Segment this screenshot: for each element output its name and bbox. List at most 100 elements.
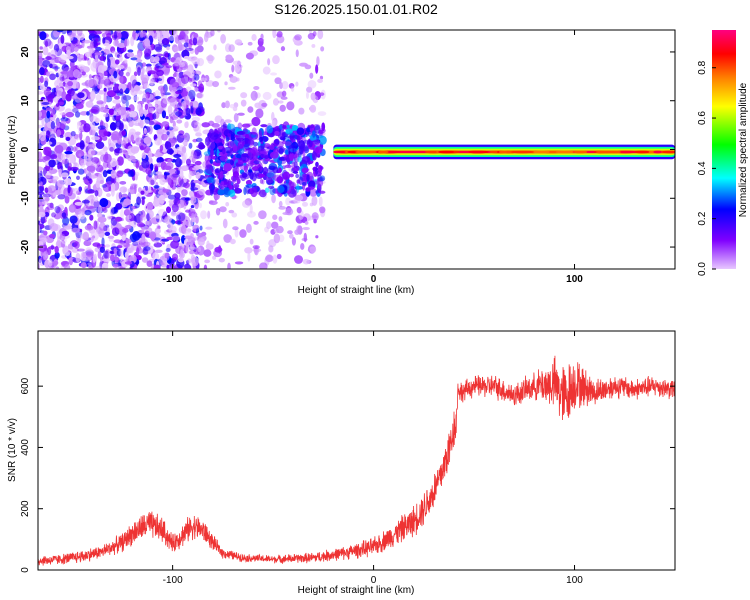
heatmap-cell (259, 178, 264, 184)
heatmap-cell (268, 144, 275, 150)
heatmap-cell (54, 205, 61, 214)
band-peak (634, 150, 650, 154)
heatmap-cell (103, 87, 107, 92)
heatmap-cell (277, 100, 284, 104)
heatmap-cell (156, 197, 164, 207)
heatmap-cell (51, 212, 56, 218)
heatmap-cell (91, 156, 100, 164)
heatmap-cell (112, 263, 119, 268)
heatmap-cell (78, 186, 83, 192)
heatmap-cell (73, 241, 80, 249)
heatmap-cell (217, 30, 221, 33)
heatmap-cell (84, 51, 92, 58)
heatmap-cell (38, 111, 43, 118)
heatmap-cell (208, 200, 218, 206)
heatmap-cell (95, 141, 105, 150)
heatmap-cell (110, 169, 117, 179)
heatmap-cell (285, 197, 291, 206)
heatmap-cell (139, 214, 143, 223)
heatmap-cell (126, 247, 134, 253)
heatmap-cell (60, 153, 66, 161)
heatmap-cell (87, 143, 96, 150)
heatmap-cell (121, 140, 127, 148)
band-peak (595, 150, 616, 154)
heatmap-cell (145, 185, 149, 191)
heatmap-cell (260, 124, 268, 128)
heatmap-cell (44, 40, 49, 48)
heatmap-cell (122, 95, 132, 101)
heatmap-cell (290, 186, 295, 190)
heatmap-cell (164, 215, 171, 225)
heatmap-cell (281, 130, 286, 138)
heatmap-cell (142, 248, 149, 256)
heatmap-cell (264, 226, 269, 233)
heatmap-cell (183, 263, 192, 269)
heatmap-cell (234, 39, 243, 46)
heatmap-cell (85, 135, 91, 144)
heatmap-cell (58, 54, 67, 63)
heatmap-cell (124, 209, 131, 215)
heatmap-cell (214, 246, 223, 253)
heatmap-cell (188, 89, 196, 100)
heatmap-cell (163, 172, 170, 176)
heatmap-cell (305, 91, 309, 99)
heatmap-cell (207, 54, 214, 64)
heatmap-cell (113, 108, 122, 117)
heatmap-cell (298, 140, 305, 150)
band-peak (573, 150, 588, 154)
heatmap-cell (81, 71, 86, 76)
colorbar-gradient (712, 30, 736, 269)
heatmap-cell (47, 94, 55, 99)
heatmap-cell (144, 103, 149, 111)
heatmap-cell (207, 210, 211, 219)
heatmap-cell (224, 81, 228, 86)
heatmap-cell (154, 90, 161, 98)
spectrogram-y-ticks: -20 -10 0 10 20 (20, 46, 675, 254)
heatmap-cell (188, 190, 194, 197)
heatmap-cell (85, 100, 94, 108)
heatmap-cell (245, 185, 250, 195)
x-tick-label: 0 (371, 575, 377, 586)
heatmap-cell (78, 153, 82, 157)
heatmap-cell (166, 264, 170, 269)
heatmap-cell (74, 111, 81, 118)
heatmap-cell (258, 210, 267, 220)
heatmap-cell (271, 120, 275, 129)
heatmap-cell (188, 171, 192, 180)
heatmap-cell (49, 117, 56, 121)
heatmap-cell (93, 200, 100, 209)
heatmap-cell (224, 100, 230, 109)
heatmap-cell (50, 121, 56, 130)
heatmap-cell (115, 160, 119, 166)
heatmap-cell (124, 38, 130, 47)
heatmap-cell (46, 202, 54, 207)
heatmap-cell (214, 167, 221, 174)
heatmap-cell (292, 170, 299, 174)
heatmap-cell (194, 215, 199, 224)
heatmap-cell (141, 257, 149, 263)
heatmap-cell (252, 141, 259, 147)
heatmap-cell (150, 179, 155, 186)
heatmap-cell (270, 72, 278, 76)
heatmap-cell (173, 46, 180, 52)
heatmap-cell (106, 84, 111, 89)
heatmap-cell (268, 245, 274, 253)
heatmap-cell (44, 197, 50, 202)
heatmap-cell (176, 184, 182, 188)
heatmap-cell (284, 164, 292, 169)
heatmap-cell (288, 144, 295, 155)
heatmap-cell (90, 194, 95, 198)
heatmap-cell (102, 183, 112, 193)
heatmap-cell (63, 66, 72, 77)
heatmap-cell (237, 122, 243, 130)
heatmap-cell (193, 121, 200, 125)
heatmap-cell (227, 262, 231, 269)
heatmap-cell (152, 252, 160, 262)
heatmap-cell (171, 173, 180, 178)
heatmap-cell (255, 158, 264, 162)
heatmap-cell (148, 125, 153, 135)
heatmap-cell (132, 158, 136, 162)
heatmap-cell (77, 57, 82, 62)
heatmap-cell (148, 107, 154, 113)
heatmap-cell (205, 226, 213, 230)
